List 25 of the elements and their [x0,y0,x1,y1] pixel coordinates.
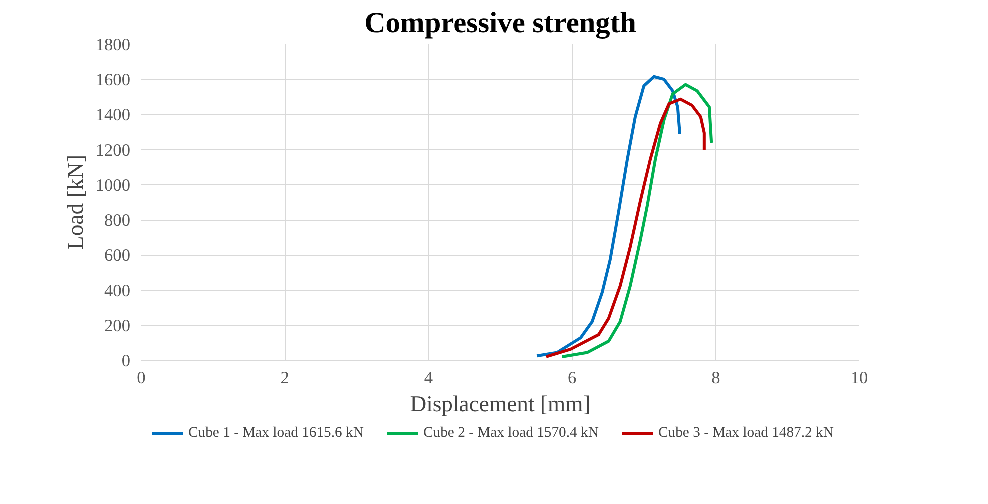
y-tick-label: 800 [104,211,131,230]
chart-title: Compressive strength [364,8,636,40]
y-axis-title: Load [kN] [62,154,88,250]
legend-label: Cube 2 - Max load 1570.4 kN [424,424,600,442]
y-tick-label: 200 [104,316,131,336]
y-tick-label: 1400 [96,106,130,125]
legend-label: Cube 3 - Max load 1487.2 kN [658,424,835,442]
y-tick-label: 1200 [96,140,130,160]
y-tick-label: 1800 [96,36,130,54]
y-tick-label: 0 [122,352,131,370]
line-series [536,75,682,358]
line-series [544,98,706,358]
y-tick-label: 1600 [96,70,130,90]
x-tick-label: 10 [850,368,868,388]
x-tick-label: 8 [712,368,720,388]
x-tick-label: 6 [568,368,577,388]
legend-label: Cube 1 - Max load 1615.6 kN [188,424,365,442]
y-tick-label: 600 [104,246,131,266]
y-tick-label: 1000 [96,176,130,195]
y-tick-label: 400 [104,281,131,300]
x-tick-label: 4 [424,368,434,388]
x-tick-label: 2 [280,368,290,388]
x-axis-title: Displacement [mm] [410,392,591,416]
x-tick-label: 0 [137,368,146,388]
line-series [560,83,714,358]
